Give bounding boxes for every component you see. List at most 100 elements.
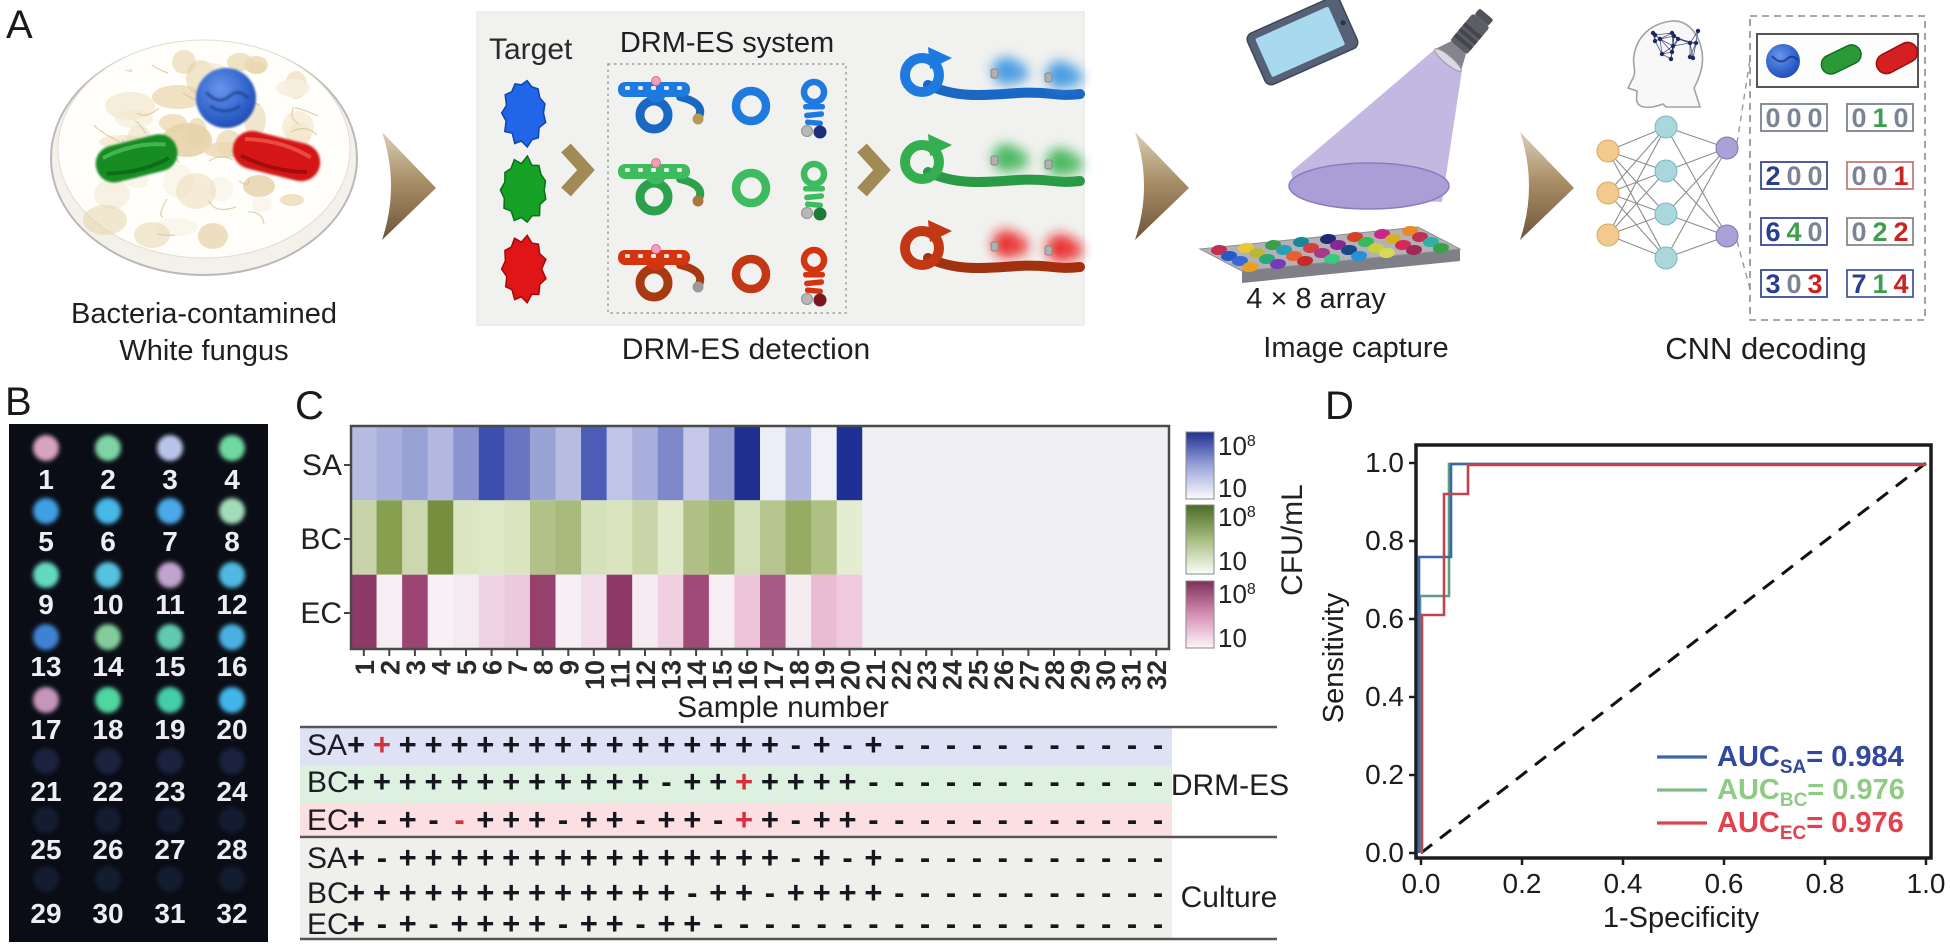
svg-text:EC: EC: [300, 597, 342, 630]
svg-text:1: 1: [1872, 269, 1887, 299]
svg-text:0: 0: [1851, 103, 1866, 133]
svg-text:18: 18: [92, 714, 123, 745]
svg-text:2: 2: [100, 464, 116, 495]
svg-text:0: 0: [1851, 161, 1866, 191]
svg-text:29: 29: [30, 898, 61, 929]
svg-text:D: D: [1325, 384, 1354, 428]
svg-text:6: 6: [100, 526, 116, 557]
svg-text:7: 7: [162, 526, 178, 557]
svg-text:12: 12: [216, 589, 247, 620]
svg-text:Bacteria-contamined: Bacteria-contamined: [71, 298, 337, 330]
svg-text:BC: BC: [307, 877, 349, 910]
svg-text:Image capture: Image capture: [1263, 332, 1448, 364]
svg-text:14: 14: [92, 651, 124, 682]
svg-text:0: 0: [1765, 103, 1780, 133]
svg-text:9: 9: [38, 589, 54, 620]
svg-text:17: 17: [30, 714, 61, 745]
svg-text:C: C: [295, 384, 324, 428]
svg-text:23: 23: [912, 660, 942, 690]
svg-text:2: 2: [1765, 161, 1780, 191]
svg-text:0: 0: [1872, 161, 1887, 191]
svg-text:5: 5: [452, 660, 482, 675]
svg-text:0.6: 0.6: [1705, 868, 1744, 899]
svg-text:White fungus: White fungus: [119, 335, 288, 367]
svg-text:0.8: 0.8: [1365, 525, 1404, 556]
svg-text:AUCEC= 0.976: AUCEC= 0.976: [1717, 807, 1904, 844]
svg-text:19: 19: [154, 714, 185, 745]
svg-text:32: 32: [216, 898, 247, 929]
svg-text:11: 11: [155, 589, 185, 620]
svg-text:+-+-++++-++-++----------------: + - + - + + + + - + + - + + - - - - - - - - - - - - - - - - - -: [347, 906, 1163, 941]
svg-text:17: 17: [759, 660, 789, 690]
svg-text:26: 26: [989, 660, 1019, 690]
svg-text:0: 0: [1807, 103, 1822, 133]
svg-text:1.0: 1.0: [1365, 447, 1404, 478]
svg-text:108: 108: [1218, 431, 1256, 461]
svg-text:16: 16: [216, 651, 247, 682]
svg-text:0.2: 0.2: [1365, 759, 1404, 790]
svg-text:13: 13: [657, 660, 687, 690]
svg-text:15: 15: [154, 651, 185, 682]
svg-text:0: 0: [1786, 161, 1801, 191]
svg-text:21: 21: [861, 660, 891, 690]
svg-text:3: 3: [1765, 269, 1780, 299]
svg-text:30: 30: [1091, 660, 1121, 690]
svg-text:6: 6: [1765, 217, 1780, 247]
svg-text:0.4: 0.4: [1604, 868, 1643, 899]
svg-text:DRM-ES: DRM-ES: [1171, 769, 1289, 802]
svg-text:EC: EC: [307, 804, 349, 837]
svg-text:BC: BC: [307, 766, 349, 799]
svg-text:6: 6: [478, 660, 508, 675]
svg-text:14: 14: [682, 660, 712, 690]
svg-text:10: 10: [1218, 546, 1247, 576]
svg-text:27: 27: [154, 834, 185, 865]
svg-text:+-+++++++++++++++-+-+---------: + - + + + + + + + + + + + + + + + - + - + - - - - - - - - - - -: [347, 840, 1163, 875]
svg-text:29: 29: [1066, 660, 1096, 690]
svg-text:1: 1: [1872, 103, 1887, 133]
svg-text:SA: SA: [302, 449, 342, 482]
svg-text:0.2: 0.2: [1503, 868, 1542, 899]
svg-text:5: 5: [38, 526, 54, 557]
svg-text:11: 11: [605, 660, 635, 689]
svg-text:2: 2: [375, 660, 405, 675]
svg-text:4: 4: [1893, 269, 1908, 299]
svg-text:A: A: [6, 3, 33, 47]
svg-text:SA: SA: [307, 729, 347, 762]
svg-text:16: 16: [733, 660, 763, 690]
svg-text:22: 22: [92, 776, 123, 807]
svg-text:+-+--+++-++-++-++-++----------: + - + - - + + + - + + - + + - + + - + + - - - - - - - - - - - -: [347, 802, 1163, 837]
svg-text:9: 9: [554, 660, 584, 675]
svg-text:DRM-ES system: DRM-ES system: [620, 27, 834, 59]
svg-text:2: 2: [1872, 217, 1887, 247]
svg-text:0.6: 0.6: [1365, 603, 1404, 634]
svg-text:30: 30: [92, 898, 123, 929]
svg-text:23: 23: [154, 776, 185, 807]
svg-text:1.0: 1.0: [1907, 868, 1946, 899]
svg-text:1: 1: [38, 464, 54, 495]
svg-text:B: B: [5, 380, 32, 424]
svg-text:1: 1: [1893, 161, 1908, 191]
svg-text:0.4: 0.4: [1365, 681, 1404, 712]
svg-text:Sample number: Sample number: [677, 691, 889, 724]
svg-text:+++++++++++++++++-+-+---------: + + + + + + + + + + + + + + + + + - + - + - - - - - - - - - - -: [347, 727, 1163, 762]
svg-text:3: 3: [401, 660, 431, 675]
svg-text:2: 2: [1893, 217, 1908, 247]
svg-text:20: 20: [216, 714, 247, 745]
svg-text:4: 4: [427, 660, 457, 675]
svg-text:4: 4: [1786, 217, 1801, 247]
svg-text:DRM-ES detection: DRM-ES detection: [622, 333, 870, 366]
svg-text:4: 4: [224, 464, 240, 495]
svg-text:24: 24: [938, 660, 968, 690]
svg-text:12: 12: [631, 660, 661, 690]
svg-text:19: 19: [810, 660, 840, 690]
svg-text:31: 31: [154, 898, 185, 929]
svg-text:CNN decoding: CNN decoding: [1665, 331, 1867, 366]
svg-text:24: 24: [216, 776, 248, 807]
svg-text:10: 10: [1218, 623, 1247, 653]
svg-text:0: 0: [1851, 217, 1866, 247]
svg-text:25: 25: [963, 660, 993, 690]
svg-text:22: 22: [887, 660, 917, 690]
svg-text:28: 28: [216, 834, 247, 865]
svg-text:Sensitivity: Sensitivity: [1318, 592, 1350, 723]
svg-text:0.0: 0.0: [1402, 868, 1441, 899]
